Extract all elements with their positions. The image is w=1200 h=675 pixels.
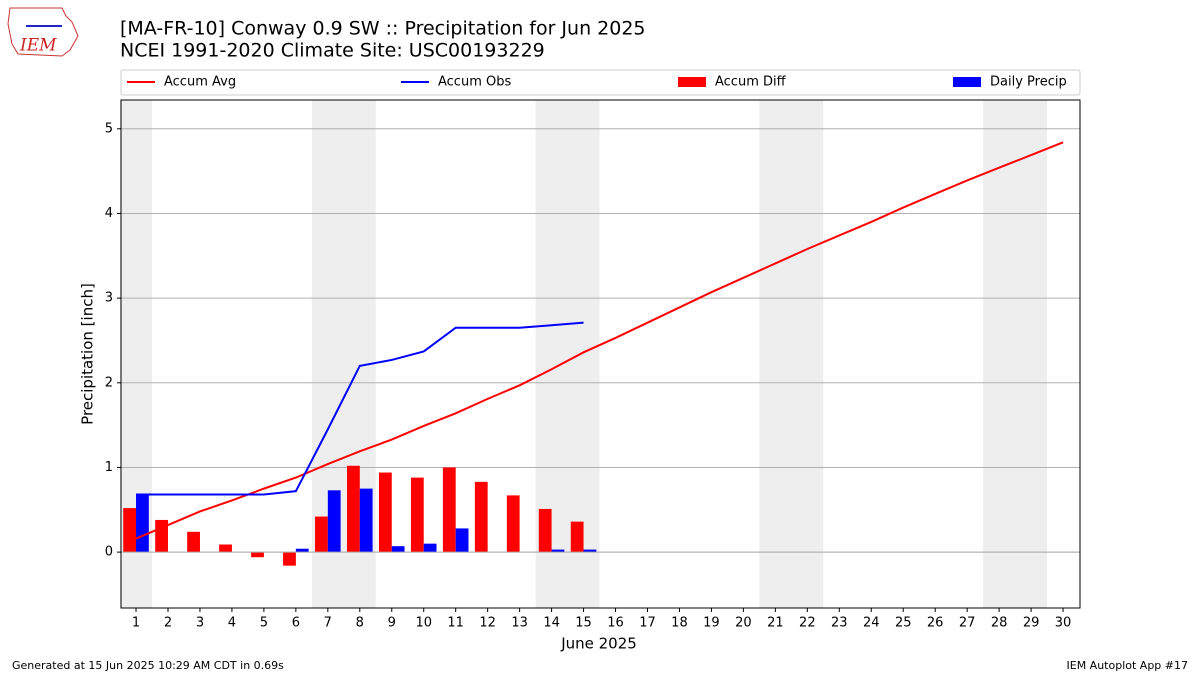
x-tick-label: 11 — [447, 616, 464, 631]
y-tick-label: 1 — [105, 460, 113, 475]
x-tick-label: 23 — [831, 616, 848, 631]
x-tick-label: 19 — [703, 616, 720, 631]
logo: IEM — [7, 7, 79, 57]
line — [136, 321, 584, 496]
bar — [187, 531, 200, 553]
x-tick-label: 12 — [479, 616, 496, 631]
shaded-span — [983, 100, 1048, 608]
bar — [423, 543, 437, 553]
bar — [551, 549, 565, 553]
x-tick-label: 20 — [735, 616, 752, 631]
line — [135, 141, 1064, 540]
bar — [378, 472, 392, 553]
x-tick-label: 15 — [575, 616, 592, 631]
shaded-span — [759, 100, 824, 608]
x-axis-label: June 2025 — [560, 635, 637, 653]
x-tick-label: 10 — [415, 616, 432, 631]
x-tick-label: 16 — [607, 616, 624, 631]
x-tick-label: 18 — [671, 616, 688, 631]
legend-label: Daily Precip — [990, 75, 1067, 90]
bar — [136, 494, 149, 553]
bar — [347, 465, 360, 553]
bar — [474, 481, 488, 553]
bar — [155, 519, 168, 553]
x-tick-label: 17 — [639, 616, 656, 631]
x-tick-label: 9 — [388, 616, 396, 631]
y-tick-label: 0 — [105, 545, 113, 560]
logo-text: IEM — [19, 36, 57, 56]
legend-label: Accum Obs — [438, 75, 511, 90]
bar — [315, 516, 328, 553]
bar — [391, 546, 405, 553]
footer-right: IEM Autoplot App #17 — [1067, 659, 1189, 672]
x-tick-label: 27 — [959, 616, 976, 631]
x-tick-label: 13 — [511, 616, 528, 631]
y-tick-label: 3 — [105, 291, 113, 306]
x-tick-label: 26 — [927, 616, 944, 631]
x-tick-label: 24 — [863, 616, 880, 631]
bar — [583, 549, 597, 553]
bar — [327, 490, 341, 553]
chart-title: [MA-FR-10] Conway 0.9 SW :: Precipitatio… — [120, 18, 646, 40]
chart-subtitle: NCEI 1991-2020 Climate Site: USC00193229 — [120, 40, 545, 62]
x-tick-label: 30 — [1055, 616, 1072, 631]
x-tick-label: 2 — [164, 616, 172, 631]
legend-label: Accum Avg — [164, 75, 236, 90]
x-tick-label: 6 — [292, 616, 300, 631]
x-tick-label: 5 — [260, 616, 268, 631]
bar — [123, 508, 137, 553]
x-tick-label: 8 — [356, 616, 364, 631]
logo-outline — [7, 7, 79, 57]
legend — [120, 69, 1081, 96]
y-tick-label: 2 — [105, 375, 113, 390]
bar — [570, 521, 584, 553]
bar — [455, 528, 469, 553]
y-axis-label: Precipitation [inch] — [79, 283, 97, 425]
x-tick-label: 4 — [228, 616, 236, 631]
x-tick-label: 22 — [799, 616, 816, 631]
x-tick-label: 14 — [543, 616, 560, 631]
bar — [219, 544, 232, 553]
legend-swatch — [953, 77, 981, 87]
x-tick-label: 28 — [991, 616, 1008, 631]
y-tick-label: 4 — [105, 206, 113, 221]
bar — [251, 552, 264, 558]
bar — [283, 552, 296, 566]
plot-frame — [120, 99, 1081, 609]
x-tick-label: 1 — [132, 616, 140, 631]
bar — [410, 477, 424, 553]
bar — [538, 508, 552, 553]
bar — [442, 467, 456, 553]
x-tick-label: 7 — [324, 616, 332, 631]
x-tick-label: 25 — [895, 616, 912, 631]
x-tick-label: 29 — [1023, 616, 1040, 631]
x-tick-label: 3 — [196, 616, 204, 631]
x-tick-label: 21 — [767, 616, 784, 631]
y-tick-label: 5 — [105, 121, 113, 136]
footer-left: Generated at 15 Jun 2025 10:29 AM CDT in… — [12, 659, 284, 672]
legend-swatch — [678, 77, 706, 87]
legend-label: Accum Diff — [715, 75, 787, 90]
bar — [359, 488, 373, 553]
bar — [295, 548, 309, 553]
bar — [506, 495, 520, 553]
